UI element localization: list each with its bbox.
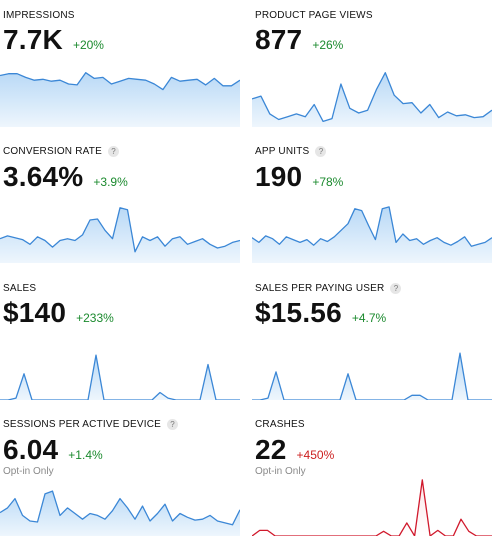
sparkline-area [0,354,240,400]
metric-change: +78% [312,174,344,189]
sparkline-line [252,206,492,247]
metric-title: PRODUCT PAGE VIEWS [255,9,373,21]
metric-tile-sales[interactable]: SALES $140 +233% [0,273,252,410]
metric-tile-crashes[interactable]: CRASHES 22 +450% Opt-in Only [252,410,500,546]
metric-value: $15.56 [255,297,342,328]
metric-change: +3.9% [93,174,128,189]
metric-title: IMPRESSIONS [3,9,75,21]
metric-tile-impressions[interactable]: IMPRESSIONS 7.7K +20% [0,0,252,137]
metric-value: 7.7K [3,24,63,55]
metric-tile-conversion-rate[interactable]: CONVERSION RATE ? 3.64% +3.9% [0,137,252,274]
sparkline-line [252,71,492,122]
sparkline-line [0,71,240,90]
sparkline-area [252,479,492,536]
sparkline-chart [0,207,240,263]
metric-value: 6.04 [3,433,59,465]
opt-in-note: Opt-in Only [255,465,306,477]
sparkline-chart [252,71,492,127]
sparkline-chart [252,206,492,263]
metric-title: APP UNITS [255,146,310,157]
sparkline-area [0,72,240,127]
metric-value: $140 [3,297,67,328]
metric-change: +450% [296,447,335,462]
metric-change: +20% [72,38,104,52]
metric-value: 877 [255,24,303,55]
metric-change: +1.4% [68,447,103,462]
metric-tile-app-units[interactable]: APP UNITS ? 190 +78% [252,137,500,274]
metric-title: SESSIONS PER ACTIVE DEVICE [3,419,162,430]
sparkline-chart [0,353,240,400]
sparkline-area [252,72,492,127]
opt-in-note: Opt-in Only [3,465,54,477]
metric-tile-sessions-per-active-device[interactable]: SESSIONS PER ACTIVE DEVICE ? 6.04 +1.4% … [0,410,252,546]
sparkline-chart [252,352,492,400]
sparkline-line [0,207,240,253]
metric-value: 22 [255,433,287,465]
metric-tile-sales-per-paying-user[interactable]: SALES PER PAYING USER ? $15.56 +4.7% [252,273,500,410]
sparkline-area [252,206,492,263]
metric-title: CONVERSION RATE [3,146,102,157]
metric-change: +4.7% [351,311,387,325]
sparkline-area [0,207,240,263]
help-icon[interactable]: ? [390,282,402,294]
help-icon[interactable]: ? [167,419,179,430]
metric-change: +26% [312,38,344,52]
help-icon[interactable]: ? [107,146,119,157]
metric-value: 190 [255,160,303,192]
sparkline-chart [0,71,240,127]
metric-title: SALES [3,282,37,294]
metric-title: SALES PER PAYING USER [255,282,385,294]
sparkline-chart [252,479,492,536]
metric-tile-product-page-views[interactable]: PRODUCT PAGE VIEWS 877 +26% [252,0,500,137]
metric-title: CRASHES [255,419,305,430]
sparkline-line [252,479,492,536]
metric-value: 3.64% [3,160,84,192]
metric-change: +233% [76,311,114,325]
help-icon[interactable]: ? [315,146,327,157]
sparkline-area [252,352,492,400]
sparkline-chart [0,490,240,536]
sparkline-line [0,490,240,526]
sparkline-area [0,491,240,536]
